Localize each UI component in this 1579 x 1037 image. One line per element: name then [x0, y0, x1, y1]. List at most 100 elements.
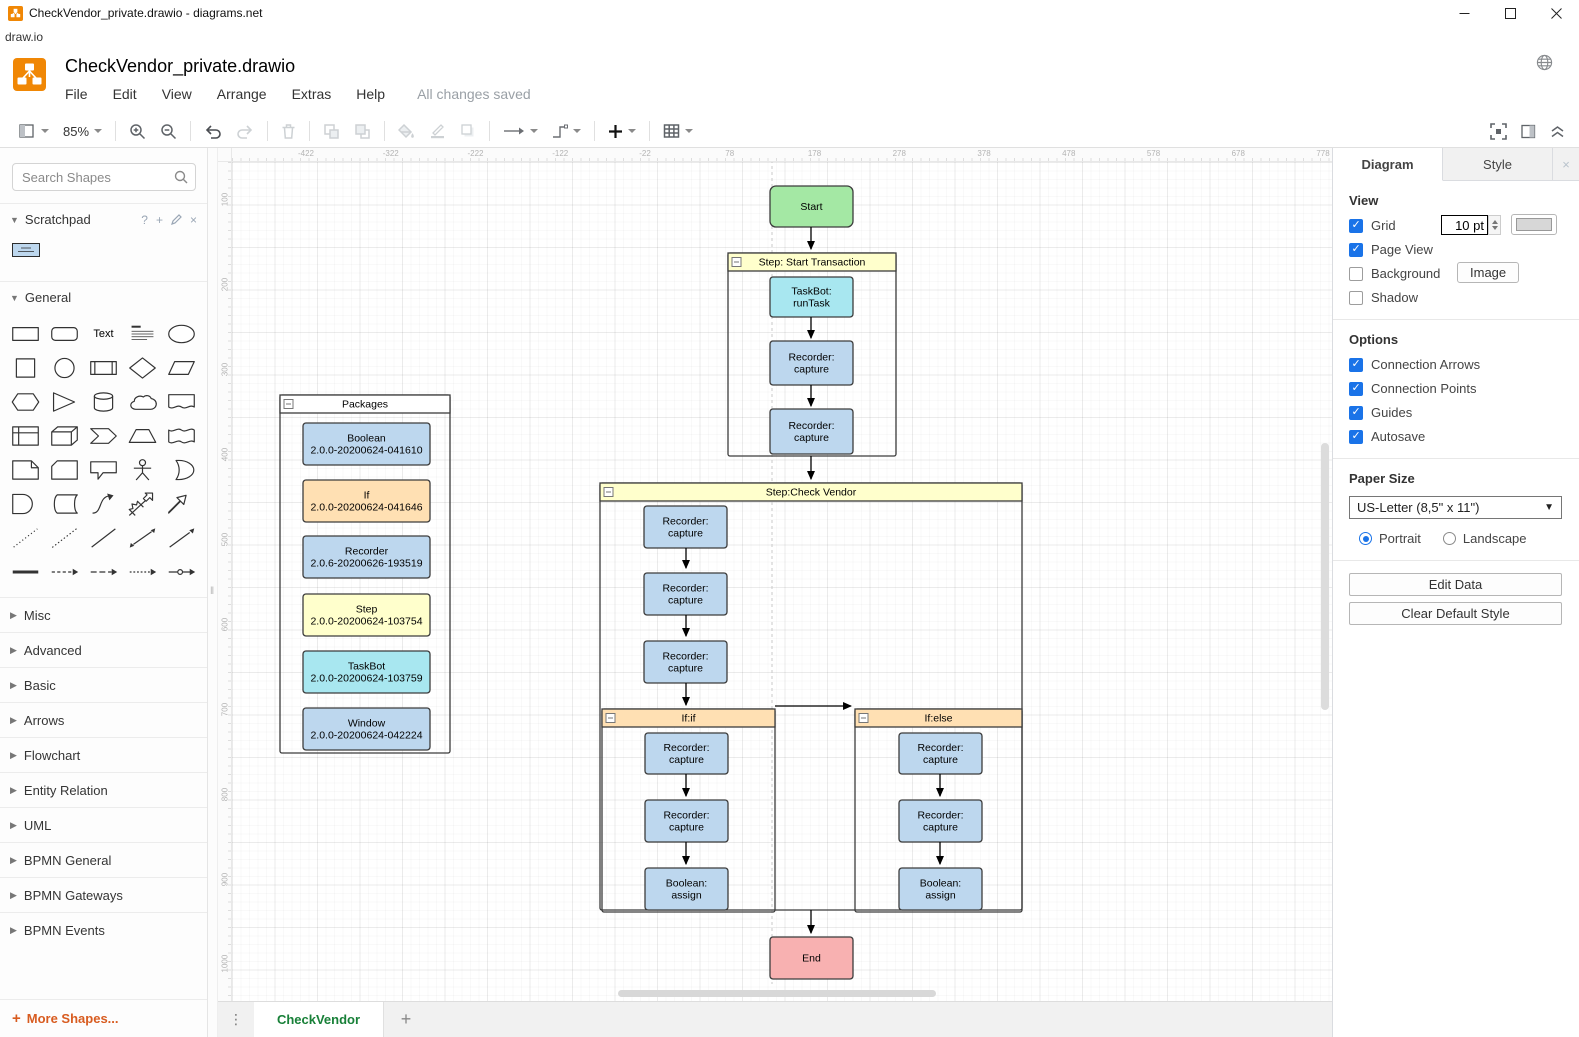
- scratchpad-item[interactable]: [12, 243, 40, 257]
- horizontal-scrollbar[interactable]: [618, 990, 936, 997]
- zoom-in-button[interactable]: [122, 119, 153, 143]
- shape-actor[interactable]: [123, 453, 162, 487]
- menu-file[interactable]: File: [65, 86, 88, 102]
- view-options-button[interactable]: [12, 119, 56, 143]
- collapse-icon[interactable]: [603, 487, 614, 497]
- shape-connector[interactable]: [162, 555, 201, 589]
- menu-help[interactable]: Help: [356, 86, 386, 102]
- shape-rounded-rectangle[interactable]: [45, 317, 84, 351]
- edit-data-button[interactable]: Edit Data: [1349, 573, 1562, 596]
- container-step-check-vendor[interactable]: Step:Check Vendor: [599, 482, 1023, 911]
- waypoint-style-button[interactable]: [545, 119, 588, 143]
- node-recorder-capture-7[interactable]: Recorder: capture: [644, 799, 729, 843]
- scratchpad-close-icon[interactable]: ×: [189, 212, 197, 227]
- node-recorder-capture-2[interactable]: Recorder: capture: [769, 408, 854, 455]
- zoom-out-button[interactable]: [153, 119, 184, 143]
- search-input[interactable]: [12, 163, 196, 191]
- menu-view[interactable]: View: [161, 86, 192, 102]
- shadow-checkbox[interactable]: [1349, 290, 1363, 305]
- shape-text[interactable]: Text: [93, 328, 114, 340]
- to-back-button[interactable]: [347, 119, 378, 143]
- sidebar-item-bpmn-general[interactable]: ▶ BPMN General: [0, 842, 207, 877]
- page-view-checkbox[interactable]: [1349, 242, 1363, 257]
- shape-link[interactable]: [6, 555, 45, 589]
- shape-directional-arrow[interactable]: [162, 521, 201, 555]
- sidebar-item-misc[interactable]: ▶ Misc: [0, 597, 207, 632]
- shape-arrow[interactable]: [162, 487, 201, 521]
- collapse-icon[interactable]: [605, 713, 616, 723]
- connection-style-button[interactable]: [496, 119, 545, 143]
- sidebar-item-bpmn-events[interactable]: ▶ BPMN Events: [0, 912, 207, 947]
- node-boolean-assign-1[interactable]: Boolean: assign: [644, 867, 729, 911]
- node-pkg-step[interactable]: Step 2.0.0-20200624-103754: [302, 593, 431, 637]
- add-page-button[interactable]: +: [400, 1009, 412, 1029]
- grid-size-stepper[interactable]: [1488, 215, 1501, 235]
- container-packages[interactable]: Packages: [279, 394, 451, 754]
- sidebar-item-arrows[interactable]: ▶ Arrows: [0, 702, 207, 737]
- sidebar-item-bpmn-gateways[interactable]: ▶ BPMN Gateways: [0, 877, 207, 912]
- shape-hexagon[interactable]: [6, 385, 45, 419]
- node-end[interactable]: End: [769, 936, 854, 980]
- shape-note[interactable]: [6, 453, 45, 487]
- shape-heading[interactable]: [123, 317, 162, 351]
- undo-button[interactable]: [197, 119, 229, 143]
- shape-dotted-line[interactable]: [45, 521, 84, 555]
- shape-card[interactable]: [45, 453, 84, 487]
- connection-arrows-checkbox[interactable]: [1349, 357, 1363, 372]
- shape-tape[interactable]: [162, 419, 201, 453]
- shape-internal-storage[interactable]: [6, 419, 45, 453]
- collapse-icon[interactable]: [731, 257, 742, 267]
- zoom-level-button[interactable]: 85%: [56, 119, 109, 143]
- shape-callout[interactable]: [84, 453, 123, 487]
- close-button[interactable]: [1533, 0, 1579, 26]
- shape-curve[interactable]: [84, 487, 123, 521]
- node-recorder-capture-9[interactable]: Recorder: capture: [898, 799, 983, 843]
- sidebar-item-entity-relation[interactable]: ▶ Entity Relation: [0, 772, 207, 807]
- shape-data-storage[interactable]: [45, 487, 84, 521]
- pages-menu-button[interactable]: ⋮: [229, 1011, 243, 1027]
- general-section-header[interactable]: ▼ General: [10, 290, 72, 305]
- shape-circle[interactable]: [45, 351, 84, 385]
- background-checkbox[interactable]: [1349, 266, 1363, 281]
- grid-size-input[interactable]: [1441, 215, 1488, 235]
- node-recorder-capture-3[interactable]: Recorder: capture: [643, 505, 728, 549]
- scratchpad-edit-icon[interactable]: [171, 214, 182, 225]
- shape-diamond[interactable]: [123, 351, 162, 385]
- node-pkg-if[interactable]: If 2.0.0-20200624-041646: [302, 479, 431, 523]
- shape-ellipse[interactable]: [162, 317, 201, 351]
- maximize-button[interactable]: [1487, 0, 1533, 26]
- node-pkg-boolean[interactable]: Boolean 2.0.0-20200624-041610: [302, 422, 431, 466]
- shape-bidirectional-arrow[interactable]: [123, 521, 162, 555]
- redo-button[interactable]: [229, 119, 261, 143]
- shadow-button[interactable]: [453, 119, 483, 143]
- sidebar-item-basic[interactable]: ▶ Basic: [0, 667, 207, 702]
- sidebar-item-flowchart[interactable]: ▶ Flowchart: [0, 737, 207, 772]
- connection-points-checkbox[interactable]: [1349, 381, 1363, 396]
- collapse-expand-icon[interactable]: [1550, 125, 1565, 138]
- node-recorder-capture-1[interactable]: Recorder: capture: [769, 340, 854, 386]
- sidebar-item-advanced[interactable]: ▶ Advanced: [0, 632, 207, 667]
- shape-dashed-line[interactable]: [6, 521, 45, 555]
- container-if-else[interactable]: If:else: [854, 708, 1023, 913]
- node-recorder-capture-8[interactable]: Recorder: capture: [898, 732, 983, 775]
- shape-dashed-edge-2[interactable]: [84, 555, 123, 589]
- menu-edit[interactable]: Edit: [112, 86, 137, 102]
- shape-triangle[interactable]: [45, 385, 84, 419]
- fill-color-button[interactable]: [391, 119, 422, 143]
- autosave-checkbox[interactable]: [1349, 429, 1363, 444]
- node-pkg-taskbot[interactable]: TaskBot 2.0.0-20200624-103759: [302, 650, 431, 694]
- to-front-button[interactable]: [316, 119, 347, 143]
- shape-and[interactable]: [6, 487, 45, 521]
- shape-dashed-edge-3[interactable]: [123, 555, 162, 589]
- node-pkg-window[interactable]: Window 2.0.0-20200624-042224: [302, 707, 431, 751]
- sidebar-resize-handle[interactable]: ‖: [208, 148, 218, 1037]
- node-taskbot-runtask[interactable]: TaskBot: runTask: [769, 276, 854, 318]
- landscape-radio[interactable]: [1442, 532, 1456, 545]
- scratchpad-content[interactable]: [0, 235, 207, 281]
- node-pkg-recorder[interactable]: Recorder 2.0.6-20200626-193519: [302, 535, 431, 579]
- format-panel-toggle-icon[interactable]: [1521, 124, 1536, 139]
- shape-two-way-arrow[interactable]: [123, 487, 162, 521]
- grid-checkbox[interactable]: [1349, 218, 1363, 233]
- clear-default-style-button[interactable]: Clear Default Style: [1349, 602, 1562, 625]
- sidebar-item-uml[interactable]: ▶ UML: [0, 807, 207, 842]
